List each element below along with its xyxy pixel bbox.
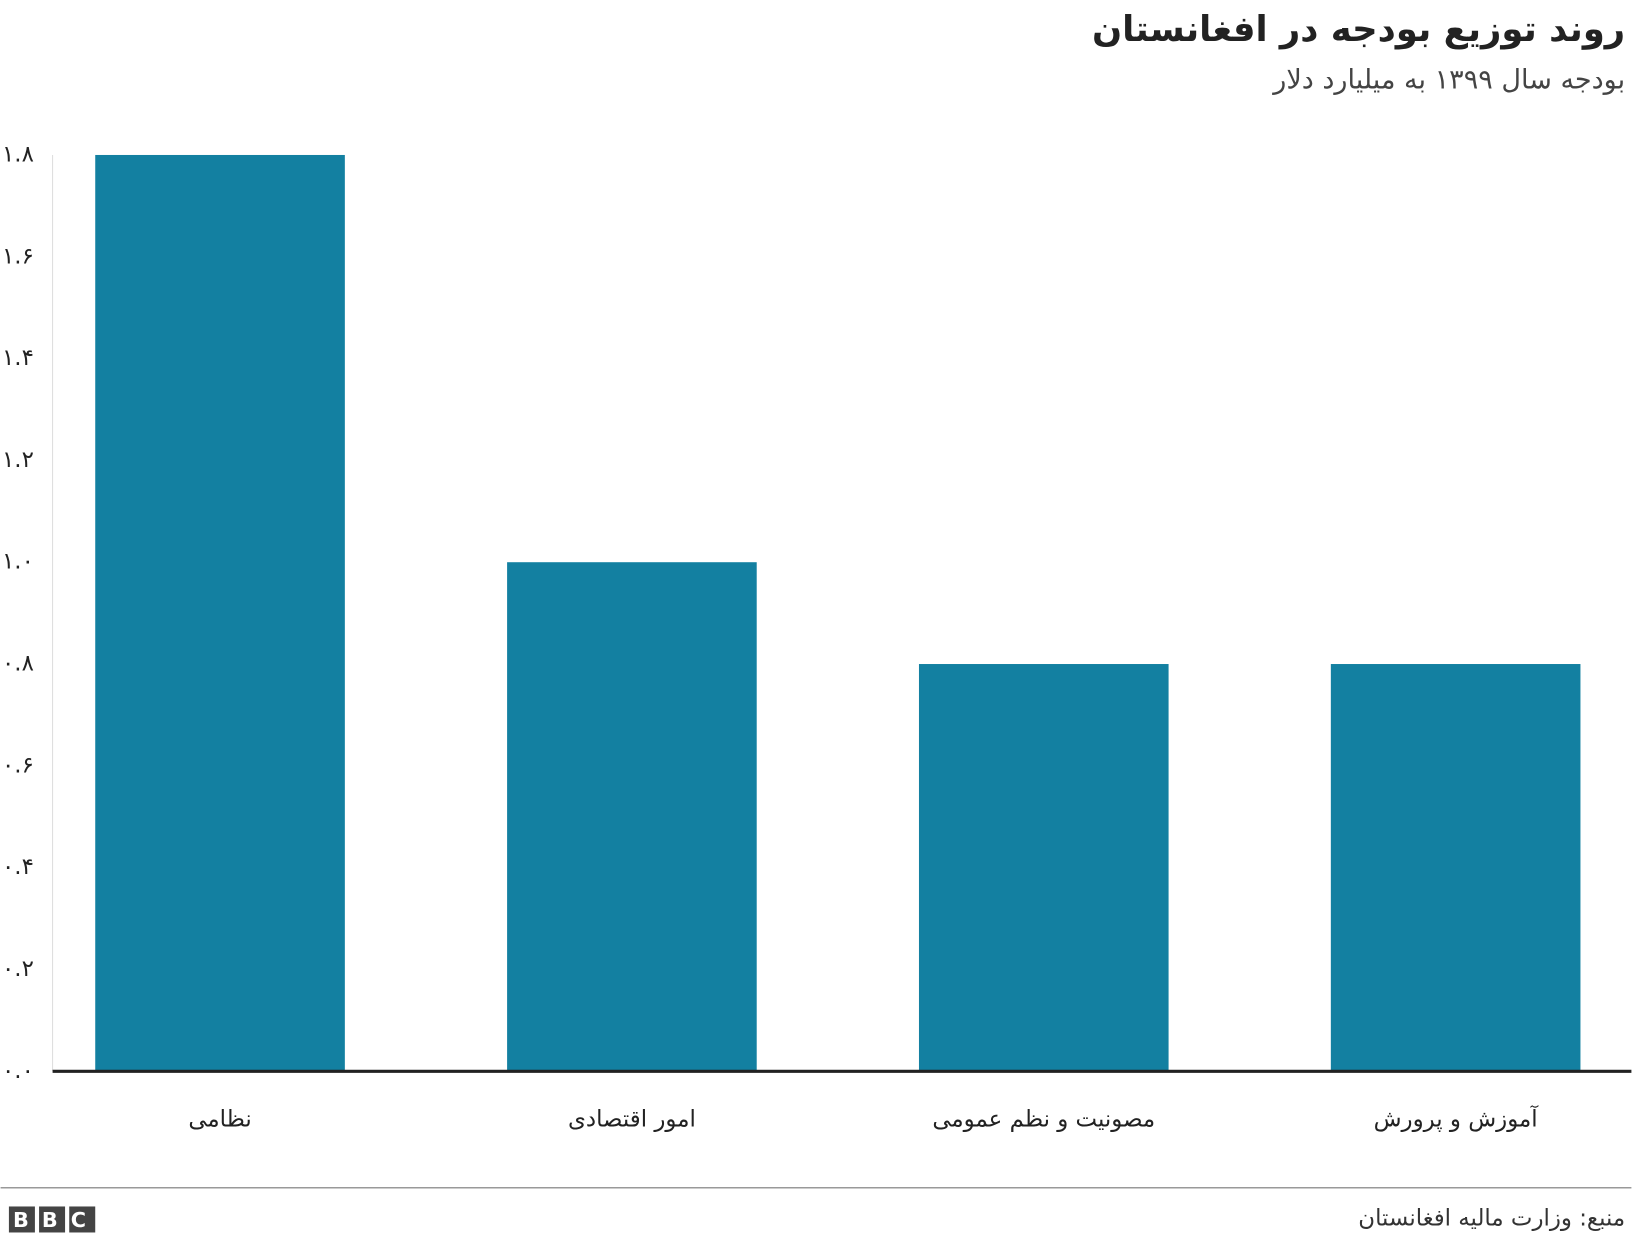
x-tick-label: مصونیت و نظم عمومی	[932, 1107, 1155, 1133]
bbc-logo: BBC	[8, 1206, 99, 1233]
bar	[507, 562, 757, 1072]
y-tick-label: ۰.۴	[2, 854, 34, 880]
x-tick-label: امور اقتصادی	[568, 1107, 696, 1133]
logo-text: BBC	[13, 1208, 99, 1232]
y-tick-label: ۱.۲	[2, 447, 34, 473]
logo-box	[8, 1206, 35, 1233]
y-tick-label: ۰.۶	[2, 752, 34, 778]
y-tick-label: ۰.۲	[2, 956, 34, 982]
source: منبع: وزارت مالیه افغانستان	[1358, 1205, 1625, 1231]
bar	[1330, 664, 1581, 1072]
y-tick-label: ۱.۰	[2, 549, 34, 575]
logo-box	[69, 1206, 96, 1233]
bar	[95, 154, 345, 1072]
y-tick-label: ۰.۰	[2, 1058, 34, 1084]
x-tick-label: آموزش و پرورش	[1374, 1105, 1540, 1133]
y-tick-label: ۱.۴	[2, 345, 34, 371]
y-tick-label: ۰.۸	[2, 651, 34, 677]
x-tick-label: نظامی	[188, 1107, 251, 1133]
chart-subtitle: بودجه سال ۱۳۹۹ به میلیارد دلار	[1271, 65, 1625, 96]
y-tick-label: ۱.۶	[2, 243, 34, 269]
bar	[918, 664, 1169, 1072]
chart-title: روند توزیع بودجه در افغانستان	[1092, 9, 1625, 50]
y-tick-label: ۱.۸	[2, 141, 34, 167]
logo-box	[39, 1206, 66, 1233]
